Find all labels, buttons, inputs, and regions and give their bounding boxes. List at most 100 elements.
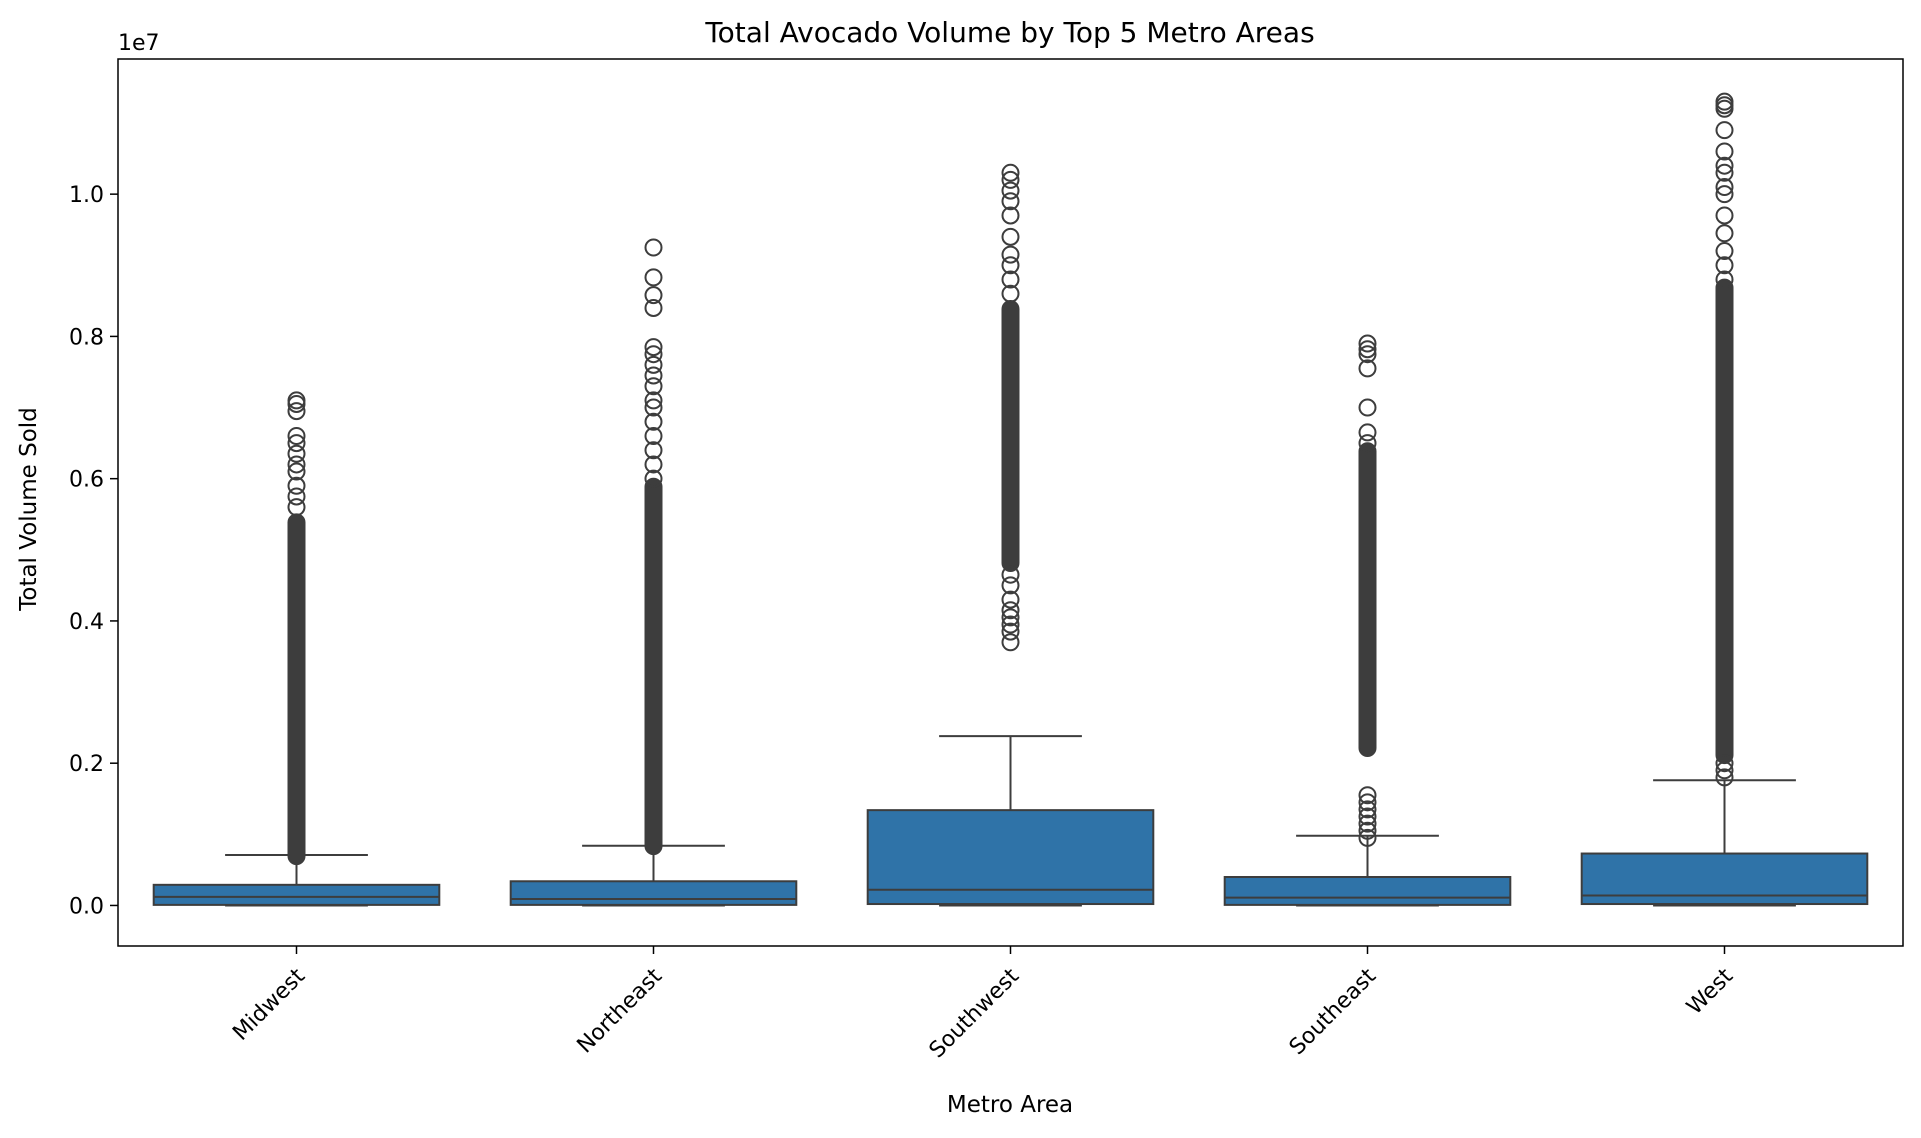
- y-tick-label-2: 0.4: [69, 610, 104, 635]
- outlier-point-southwest-13: [1001, 206, 1020, 225]
- outlier-band-midwest: [287, 513, 306, 866]
- plot-frame: [117, 58, 1904, 947]
- outlier-point-west-3: [1715, 270, 1734, 289]
- outlier-point-southwest-1: [1001, 622, 1020, 641]
- outlier-point-northeast-2: [644, 441, 663, 460]
- outlier-point-northeast-5: [644, 398, 663, 417]
- outlier-point-southwest-3: [1001, 608, 1020, 627]
- outlier-point-southwest-7: [1001, 565, 1020, 584]
- outlier-point-southwest-8: [1001, 284, 1020, 303]
- outlier-point-midwest-1: [287, 487, 306, 506]
- outlier-point-southeast-8: [1358, 423, 1377, 442]
- box-southwest: [866, 809, 1155, 906]
- x-tick-label-southwest: Southwest: [925, 964, 1025, 1064]
- y-axis-label: Total Volume Sold: [16, 407, 42, 612]
- outlier-point-midwest-4: [287, 455, 306, 474]
- outlier-point-southwest-10: [1001, 256, 1020, 275]
- outlier-point-southwest-6: [1001, 576, 1020, 595]
- outlier-point-northeast-3: [644, 426, 663, 445]
- outlier-point-northeast-7: [644, 377, 663, 396]
- outlier-point-northeast-12: [644, 298, 663, 317]
- outlier-point-northeast-11: [644, 338, 663, 357]
- outlier-point-northeast-13: [644, 286, 663, 305]
- outlier-point-west-6: [1715, 224, 1734, 243]
- outlier-point-southeast-1: [1358, 821, 1377, 840]
- outlier-point-midwest-6: [287, 434, 306, 453]
- outlier-band-northeast: [644, 477, 663, 856]
- outlier-point-northeast-4: [644, 412, 663, 431]
- outlier-point-southwest-2: [1001, 615, 1020, 634]
- outlier-point-southeast-12: [1358, 340, 1377, 359]
- outlier-point-west-11: [1715, 156, 1734, 175]
- y-tick-label-1: 0.2: [69, 752, 104, 777]
- outlier-point-west-10: [1715, 163, 1734, 182]
- outlier-band-southwest: [1001, 299, 1020, 573]
- outlier-point-southwest-11: [1001, 245, 1020, 264]
- outlier-point-west-16: [1715, 92, 1734, 111]
- outlier-point-midwest-8: [287, 402, 306, 421]
- outlier-point-southwest-0: [1001, 633, 1020, 652]
- outlier-point-midwest-7: [287, 426, 306, 445]
- outlier-point-southwest-12: [1001, 227, 1020, 246]
- y-tick-label-0: 0.0: [69, 894, 104, 919]
- outlier-point-southwest-4: [1001, 601, 1020, 620]
- outlier-point-northeast-1: [644, 455, 663, 474]
- plot-area: Midwest Northeast Southwest Southeast West 0.…: [69, 58, 1904, 1064]
- outlier-point-midwest-3: [287, 462, 306, 481]
- outlier-point-southeast-13: [1358, 334, 1377, 353]
- outlier-point-west-4: [1715, 256, 1734, 275]
- outlier-point-southeast-4: [1358, 800, 1377, 819]
- outlier-point-northeast-0: [644, 469, 663, 488]
- outlier-point-west-15: [1715, 96, 1734, 115]
- outlier-band-southeast: [1358, 442, 1377, 757]
- outlier-point-southeast-3: [1358, 807, 1377, 826]
- box-midwest: [152, 883, 441, 906]
- outlier-point-southwest-5: [1001, 590, 1020, 609]
- outlier-point-west-7: [1715, 206, 1734, 225]
- outlier-point-southeast-6: [1358, 786, 1377, 805]
- box-northeast: [509, 880, 798, 906]
- outlier-point-west-8: [1715, 185, 1734, 204]
- x-tick-label-west: West: [1682, 964, 1738, 1020]
- outlier-point-northeast-6: [644, 391, 663, 410]
- y-axis-offset-label: 1e7: [118, 31, 160, 56]
- outlier-point-southwest-9: [1001, 270, 1020, 289]
- outlier-point-midwest-0: [287, 498, 306, 517]
- outlier-point-southeast-7: [1358, 434, 1377, 453]
- y-tick-label-3: 0.6: [69, 468, 104, 493]
- box-southeast: [1223, 876, 1512, 906]
- outlier-point-southeast-9: [1358, 398, 1377, 417]
- outlier-point-midwest-2: [287, 476, 306, 495]
- outlier-point-northeast-10: [644, 345, 663, 364]
- outlier-point-southwest-15: [1001, 181, 1020, 200]
- outlier-point-southeast-0: [1358, 828, 1377, 847]
- outlier-point-west-1: [1715, 761, 1734, 780]
- outlier-point-northeast-9: [644, 355, 663, 374]
- outlier-point-northeast-15: [644, 238, 663, 257]
- outlier-point-west-13: [1715, 121, 1734, 140]
- outlier-point-west-12: [1715, 142, 1734, 161]
- outlier-point-southeast-2: [1358, 814, 1377, 833]
- y-tick-label-5: 1.0: [69, 183, 104, 208]
- outlier-point-west-9: [1715, 178, 1734, 197]
- outlier-point-west-0: [1715, 768, 1734, 787]
- x-tick-label-midwest: Midwest: [228, 964, 310, 1046]
- x-tick-label-southeast: Southeast: [1285, 964, 1381, 1060]
- outlier-point-southwest-16: [1001, 170, 1020, 189]
- outlier-point-northeast-14: [644, 268, 663, 287]
- outlier-point-midwest-10: [287, 391, 306, 410]
- outlier-point-northeast-8: [644, 366, 663, 385]
- outlier-point-west-5: [1715, 242, 1734, 261]
- x-tick-label-northeast: Northeast: [573, 964, 668, 1059]
- outlier-point-southeast-5: [1358, 793, 1377, 812]
- outlier-point-southeast-11: [1358, 345, 1377, 364]
- outlier-point-southwest-17: [1001, 163, 1020, 182]
- outlier-band-west: [1715, 278, 1734, 765]
- chart-title: Total Avocado Volume by Top 5 Metro Area…: [704, 16, 1314, 49]
- outlier-point-southwest-14: [1001, 192, 1020, 211]
- outlier-point-southeast-10: [1358, 359, 1377, 378]
- outlier-point-west-2: [1715, 754, 1734, 773]
- outlier-point-midwest-5: [287, 444, 306, 463]
- y-tick-label-4: 0.8: [69, 325, 104, 350]
